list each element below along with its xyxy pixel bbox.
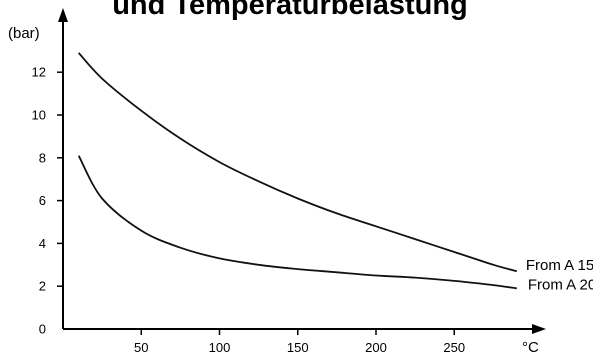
y-tick-label: 8	[39, 150, 46, 165]
series-labels: From A 15 From A 200	[526, 257, 593, 293]
x-tick-label: 250	[443, 340, 465, 354]
chart-title: und Temperaturbelastung	[112, 0, 468, 21]
y-tick-label: 6	[39, 193, 46, 208]
series-label: From A 15	[526, 257, 593, 274]
x-tick-label: 100	[209, 340, 231, 354]
y-tick-label: 2	[39, 279, 46, 294]
x-axis-label: °C	[522, 339, 539, 354]
series-line-from-a-15	[78, 52, 518, 273]
x-tick-label: 50	[134, 340, 148, 354]
axes	[58, 8, 546, 334]
x-ticks: 50 100 150 200 250	[134, 329, 465, 354]
series-line-from-a-200	[77, 155, 517, 290]
y-axis-arrow	[58, 8, 68, 22]
y-tick-label: 4	[39, 236, 46, 251]
x-axis-arrow	[532, 324, 546, 334]
y-tick-label: 0	[39, 322, 46, 337]
x-tick-label: 200	[365, 340, 387, 354]
y-axis-label: (bar)	[8, 25, 40, 42]
y-ticks: 0 2 4 6 8 10 12	[32, 65, 63, 337]
series-label: From A 200	[528, 276, 593, 293]
series-lines	[77, 52, 518, 290]
x-tick-label: 150	[287, 340, 309, 354]
y-tick-label: 12	[32, 65, 46, 80]
y-tick-label: 10	[32, 108, 46, 123]
